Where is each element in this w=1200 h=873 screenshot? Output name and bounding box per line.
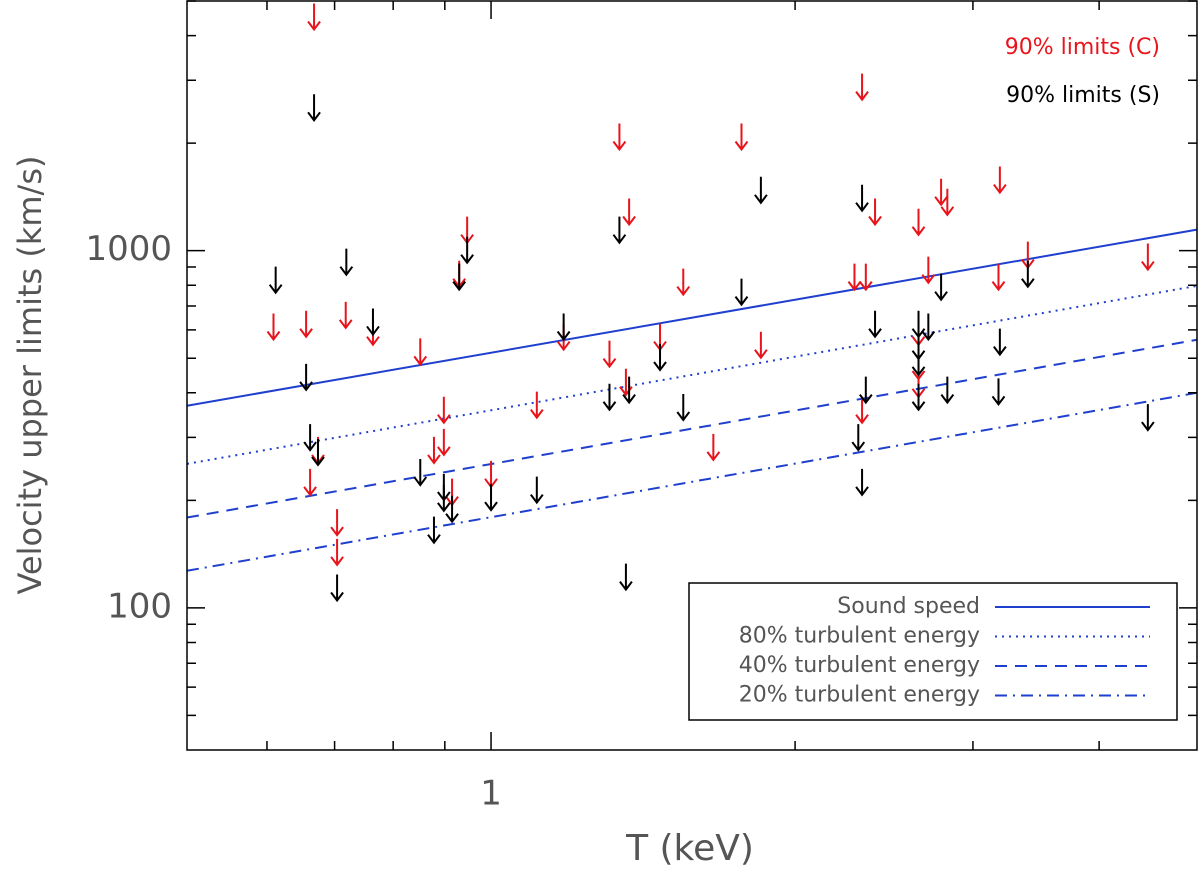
model-line bbox=[186, 284, 1198, 465]
upper-limit-arrow bbox=[556, 313, 571, 342]
upper-limit-arrow bbox=[734, 123, 749, 152]
upper-limit-arrow bbox=[851, 424, 866, 452]
upper-limit-arrow bbox=[366, 308, 380, 337]
upper-limit-arrow bbox=[868, 310, 882, 339]
upper-limit-arrow bbox=[437, 484, 451, 513]
upper-limit-arrow bbox=[859, 376, 873, 405]
upper-limit-arrow bbox=[754, 176, 768, 205]
upper-limit-arrow bbox=[437, 428, 451, 457]
model-line bbox=[186, 228, 1198, 407]
upper-limit-arrow bbox=[622, 198, 636, 227]
upper-limit-arrow bbox=[911, 208, 926, 237]
upper-limit-arrow bbox=[303, 468, 317, 497]
upper-limit-arrow bbox=[622, 376, 636, 405]
y-tick-label: 100 bbox=[107, 586, 172, 626]
upper-limit-arrow bbox=[993, 166, 1007, 195]
upper-limit-arrow bbox=[307, 3, 321, 32]
upper-limit-arrow bbox=[991, 263, 1006, 292]
legend-label: 80% turbulent energy bbox=[739, 624, 980, 649]
x-tick-label: 1 bbox=[480, 774, 502, 814]
upper-limit-arrow bbox=[330, 509, 344, 537]
upper-limit-arrow bbox=[911, 383, 926, 412]
upper-limit-arrow bbox=[754, 331, 768, 360]
upper-limit-arrow bbox=[847, 263, 862, 292]
upper-limit-arrow bbox=[266, 313, 281, 342]
upper-limit-arrow bbox=[991, 378, 1006, 407]
upper-limit-arrow bbox=[530, 476, 544, 505]
model-line bbox=[186, 338, 1198, 519]
upper-limit-arrow bbox=[460, 236, 474, 265]
upper-limit-arrow bbox=[676, 393, 691, 422]
y-tick-label: 1000 bbox=[85, 229, 172, 269]
plot-frame bbox=[186, 0, 1198, 751]
legend-label: Sound speed bbox=[837, 594, 980, 619]
upper-limit-arrow bbox=[427, 516, 441, 545]
upper-limit-arrow bbox=[940, 376, 955, 405]
legend-label: 90% limits (S) bbox=[1006, 83, 1160, 108]
upper-limit-arrow bbox=[330, 538, 344, 567]
upper-limit-arrow bbox=[413, 338, 428, 367]
upper-limit-arrow bbox=[921, 313, 936, 342]
upper-limit-arrow bbox=[413, 459, 428, 487]
model-line bbox=[186, 391, 1198, 572]
upper-limit-arrow bbox=[299, 310, 313, 339]
upper-limit-arrow bbox=[855, 396, 869, 425]
upper-limit-arrow bbox=[911, 348, 926, 377]
upper-limit-arrow bbox=[330, 574, 344, 603]
legend-box bbox=[688, 582, 1178, 721]
upper-limit-arrow bbox=[299, 363, 313, 392]
upper-limit-arrow bbox=[452, 263, 467, 292]
upper-limit-arrow bbox=[734, 278, 749, 307]
upper-limit-arrow bbox=[303, 424, 317, 452]
upper-limit-arrow bbox=[307, 94, 321, 122]
upper-limit-arrow bbox=[484, 484, 498, 512]
upper-limit-arrow bbox=[706, 433, 721, 462]
upper-limit-arrow bbox=[530, 391, 544, 420]
upper-limit-arrow bbox=[612, 123, 627, 152]
legend-label: 90% limits (C) bbox=[1005, 35, 1160, 60]
upper-limit-arrow bbox=[868, 198, 882, 227]
upper-limit-arrow bbox=[602, 383, 617, 412]
legend-label: 20% turbulent energy bbox=[739, 683, 980, 708]
upper-limit-arrow bbox=[339, 248, 354, 277]
upper-limit-arrow bbox=[934, 178, 948, 207]
upper-limit-arrow bbox=[859, 263, 873, 292]
upper-limit-arrow bbox=[921, 256, 936, 285]
upper-limit-arrow bbox=[1021, 260, 1035, 289]
upper-limit-arrow bbox=[676, 268, 691, 297]
upper-limit-arrow bbox=[855, 468, 869, 497]
upper-limit-arrow bbox=[940, 188, 955, 217]
upper-limit-arrow bbox=[653, 343, 667, 372]
upper-limit-arrow bbox=[268, 266, 283, 295]
upper-limit-arrow bbox=[619, 563, 633, 592]
upper-limit-arrow bbox=[1141, 243, 1155, 272]
upper-limit-arrow bbox=[993, 328, 1007, 357]
upper-limit-arrow bbox=[855, 184, 869, 213]
upper-limit-arrow bbox=[427, 436, 441, 465]
upper-limit-arrow bbox=[612, 216, 627, 245]
upper-limit-arrow bbox=[855, 73, 869, 102]
y-axis-label: Velocity upper limits (km/s) bbox=[11, 156, 49, 595]
upper-limit-arrow bbox=[338, 301, 353, 330]
upper-limit-arrow bbox=[602, 340, 617, 369]
upper-limit-arrow bbox=[445, 495, 459, 524]
upper-limit-arrow bbox=[1141, 404, 1155, 432]
x-axis-label: T (keV) bbox=[625, 828, 754, 869]
legend-label: 40% turbulent energy bbox=[739, 653, 980, 678]
upper-limit-arrow bbox=[934, 273, 948, 302]
upper-limit-arrow bbox=[311, 438, 325, 467]
upper-limit-arrow bbox=[437, 396, 451, 425]
